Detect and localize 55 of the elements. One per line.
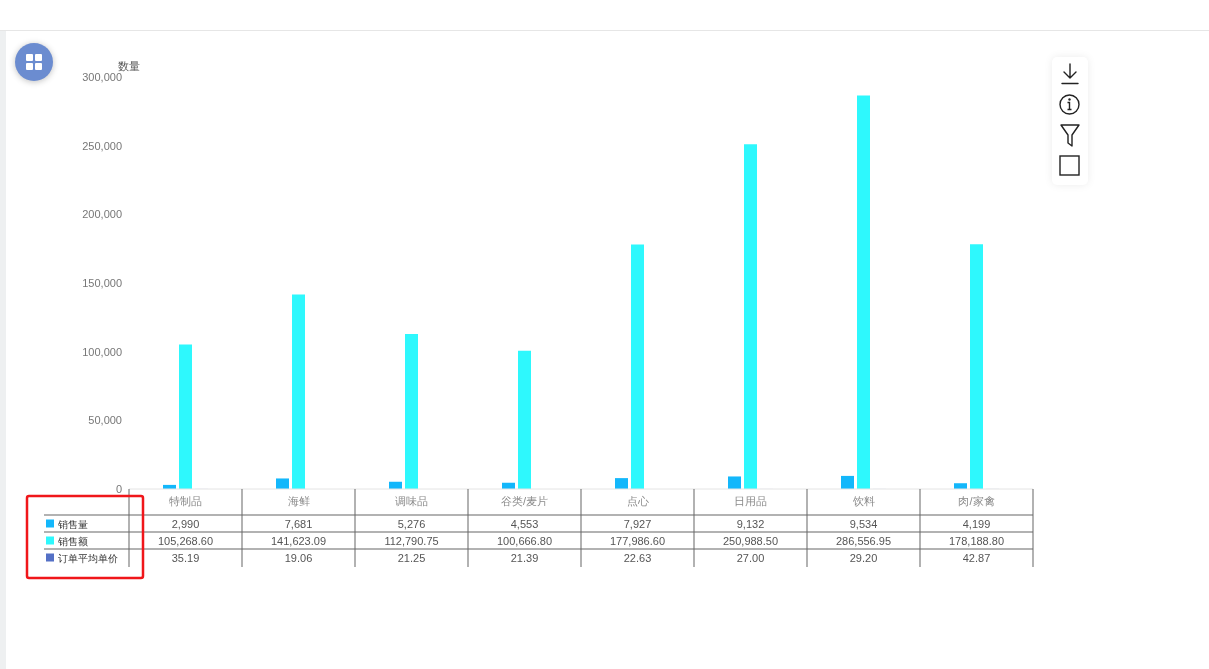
bar bbox=[615, 478, 628, 489]
y-tick-label: 150,000 bbox=[82, 276, 122, 289]
data-label: 7,927 bbox=[623, 517, 652, 530]
data-label: 112,790.75 bbox=[384, 534, 439, 547]
data-label: 141,623.09 bbox=[270, 534, 327, 547]
bar bbox=[292, 294, 305, 489]
bar bbox=[857, 95, 870, 489]
legend-label: 订单平均单价 bbox=[58, 552, 118, 564]
data-label: 2,990 bbox=[171, 517, 200, 530]
data-label: 19.06 bbox=[284, 551, 313, 564]
y-tick-label: 100,000 bbox=[82, 345, 122, 358]
data-label: 100,666.80 bbox=[496, 534, 553, 547]
x-tick-label: 调味品 bbox=[395, 494, 428, 507]
data-label: 4,199 bbox=[962, 517, 991, 530]
x-tick-label: 特制品 bbox=[169, 494, 202, 507]
legend-label: 销售额 bbox=[57, 535, 88, 547]
data-label: 178,188.80 bbox=[948, 534, 1005, 547]
data-label: 21.39 bbox=[510, 551, 539, 564]
data-label: 4,553 bbox=[510, 517, 539, 530]
x-tick-label: 肉/家禽 bbox=[958, 494, 995, 507]
data-label: 35.19 bbox=[171, 551, 200, 564]
data-label: 9,132 bbox=[736, 517, 765, 530]
x-tick-label: 饮料 bbox=[851, 494, 875, 507]
data-label: 42.87 bbox=[962, 551, 991, 564]
data-label: 9,534 bbox=[849, 517, 878, 530]
data-label: 250,988.50 bbox=[722, 534, 779, 547]
data-label: 29.20 bbox=[849, 551, 878, 564]
data-label: 286,556.95 bbox=[835, 534, 892, 547]
bar bbox=[179, 344, 192, 489]
legend-label: 销售量 bbox=[57, 518, 88, 530]
y-tick-label: 50,000 bbox=[88, 414, 122, 427]
data-label: 105,268.60 bbox=[157, 534, 214, 547]
y-tick-label: 300,000 bbox=[82, 70, 122, 83]
data-label: 5,276 bbox=[397, 517, 426, 530]
bar bbox=[276, 478, 289, 489]
bar bbox=[841, 475, 854, 489]
x-tick-label: 日用品 bbox=[734, 494, 767, 507]
y-tick-label: 200,000 bbox=[82, 208, 122, 221]
bar bbox=[405, 334, 418, 489]
bar bbox=[631, 244, 644, 489]
bar bbox=[744, 144, 757, 489]
data-label: 7,681 bbox=[284, 517, 313, 530]
data-label: 177,986.60 bbox=[609, 534, 666, 547]
bar bbox=[970, 244, 983, 489]
y-tick-label: 0 bbox=[115, 482, 122, 495]
x-tick-label: 谷类/麦片 bbox=[500, 494, 549, 507]
bar bbox=[728, 476, 741, 489]
bar bbox=[518, 350, 531, 489]
y-tick-label: 250,000 bbox=[82, 139, 122, 152]
data-label: 27.00 bbox=[736, 551, 765, 564]
x-tick-label: 海鲜 bbox=[287, 494, 310, 507]
x-tick-label: 点心 bbox=[626, 494, 649, 507]
data-label: 21.25 bbox=[397, 551, 426, 564]
data-label: 22.63 bbox=[623, 551, 652, 564]
y-axis-title: 数量 bbox=[118, 60, 140, 72]
